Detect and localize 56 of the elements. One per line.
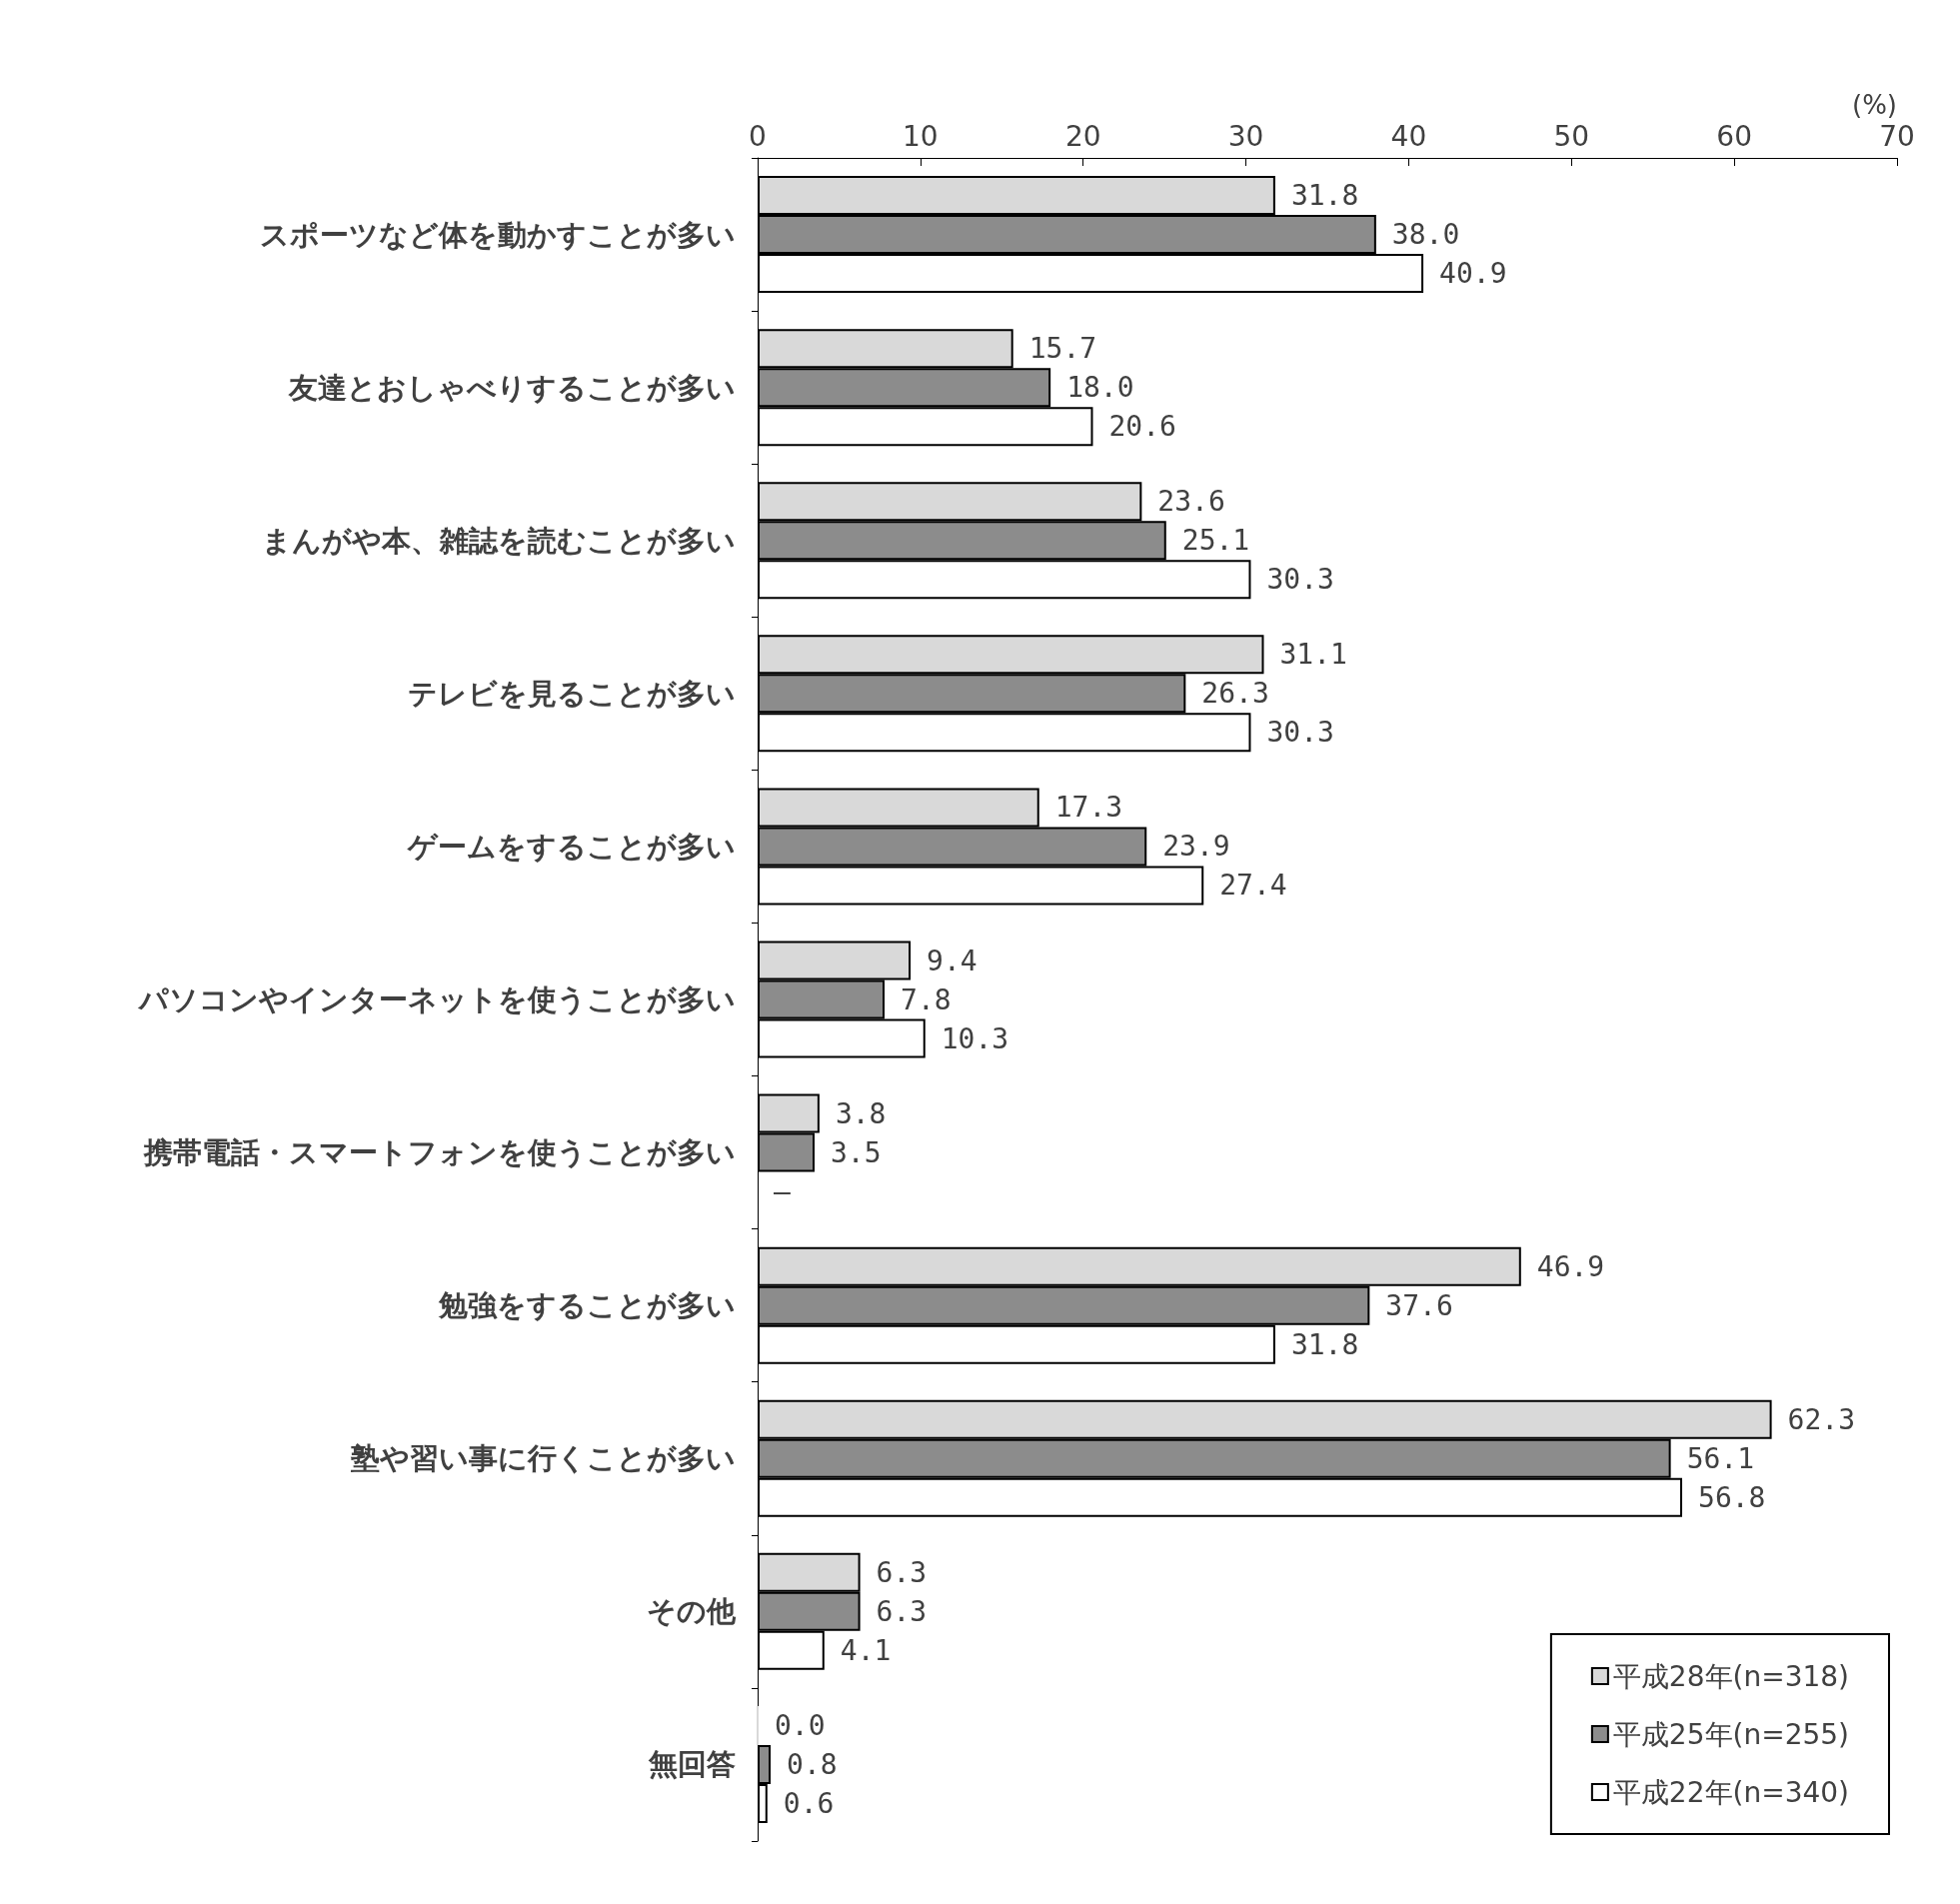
data-label: 27.4 [1219, 869, 1287, 903]
data-label: 40.9 [1439, 257, 1507, 291]
y-tick-label: スポーツなど体を動かすことが多い [260, 217, 736, 252]
data-label: 37.6 [1385, 1288, 1453, 1322]
data-label: 31.8 [1290, 1327, 1359, 1361]
data-label: 31.8 [1290, 179, 1359, 213]
data-label: 30.3 [1266, 563, 1334, 597]
x-tick-label: 0 [749, 119, 767, 153]
data-label: 15.7 [1028, 332, 1097, 366]
x-axis-title: (%) [1852, 90, 1897, 120]
y-tick-label: 勉強をすることが多い [438, 1288, 736, 1323]
x-tick-label: 70 [1879, 119, 1915, 153]
y-tick-label: 友達とおしゃべりすることが多い [288, 370, 736, 405]
text: — [774, 1174, 791, 1208]
data-label: 10.3 [941, 1021, 1009, 1055]
x-tick-label: 30 [1227, 119, 1264, 153]
data-label: 9.4 [927, 944, 978, 977]
x-tick-label: 60 [1716, 119, 1752, 153]
data-label: 62.3 [1787, 1402, 1856, 1436]
y-tick-label: その他 [647, 1594, 737, 1629]
data-label: 17.3 [1054, 791, 1123, 825]
data-label: 25.1 [1181, 524, 1250, 558]
data-label: 23.9 [1162, 830, 1230, 864]
data-label: 0.6 [783, 1786, 835, 1820]
legend-label: 平成22年(n=340) [1612, 1775, 1850, 1809]
data-label: 18.0 [1066, 371, 1134, 405]
data-label: 38.0 [1391, 218, 1460, 252]
data-label: 20.6 [1108, 410, 1176, 444]
y-tick-label: 携帯電話・スマートフォンを使うことが多い [143, 1135, 736, 1170]
data-label: 56.1 [1686, 1441, 1755, 1475]
data-label: 46.9 [1536, 1249, 1605, 1283]
data-label: 31.1 [1279, 638, 1347, 672]
legend-label: 平成25年(n=255) [1612, 1717, 1850, 1751]
data-label: 6.3 [876, 1555, 928, 1589]
y-tick-label: ゲームをすることが多い [407, 829, 736, 864]
data-label: 7.8 [901, 982, 952, 1016]
data-label: 4.1 [840, 1633, 892, 1667]
data-label: 26.3 [1201, 677, 1269, 711]
y-tick-label: まんがや本、雑誌を読むことが多い [262, 523, 736, 558]
data-label: 0.0 [775, 1708, 826, 1742]
data-label: 6.3 [876, 1594, 928, 1628]
data-label: 3.5 [831, 1135, 882, 1169]
y-tick-label: 無回答 [648, 1747, 736, 1782]
y-tick-label: テレビを見ることが多い [408, 676, 736, 711]
y-tick-label: 塾や習い事に行くことが多い [350, 1441, 736, 1476]
x-tick-label: 10 [903, 119, 939, 153]
data-label: 30.3 [1266, 716, 1334, 750]
data-label: 56.8 [1698, 1480, 1766, 1514]
data-label: 0.8 [787, 1747, 838, 1781]
data-label: 3.8 [835, 1096, 887, 1130]
data-label: 23.6 [1157, 485, 1225, 519]
x-tick-label: 50 [1553, 119, 1590, 153]
x-tick-label: 40 [1390, 119, 1427, 153]
x-tick-label: 20 [1064, 119, 1101, 153]
y-tick-label: パソコンやインターネットを使うことが多い [137, 982, 736, 1016]
legend-label: 平成28年(n=318) [1612, 1659, 1850, 1693]
